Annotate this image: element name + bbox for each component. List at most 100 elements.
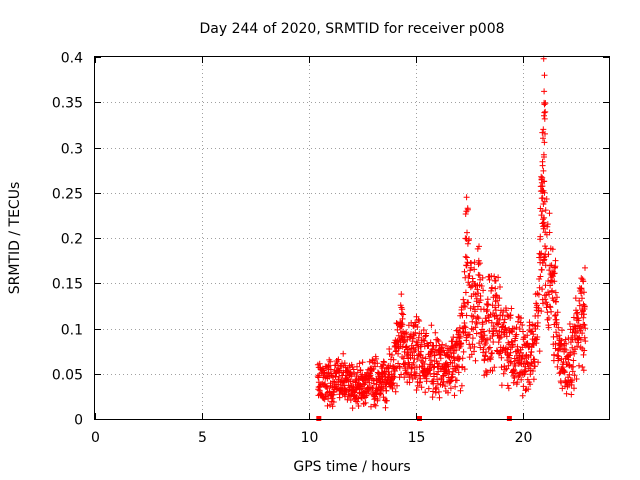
data-point-peak [541,72,548,79]
data-point [568,391,575,398]
data-point [572,295,579,302]
data-point [574,343,580,350]
data-point [509,342,516,348]
data-point [461,300,468,307]
data-point [539,286,546,293]
data-point [481,332,488,339]
data-point [472,357,479,364]
data-point [445,363,452,370]
data-point [422,355,429,362]
data-point [449,344,456,351]
data-point [501,316,508,323]
data-point [477,344,484,351]
data-point-peak [552,257,559,264]
data-point [548,308,555,315]
data-point [542,296,549,303]
data-point [462,253,469,260]
data-point [546,291,553,298]
data-point [383,387,390,394]
axis-ticks: 0 5 10 15 20 0 0.05 0.1 0.15 0.2 0.25 0.3 0.35 0.4 [52,51,609,446]
data-point [467,284,474,291]
data-point [510,366,517,373]
data-point [387,362,394,369]
data-point [414,356,421,363]
data-point [389,385,396,392]
data-point [452,383,459,390]
data-point [533,340,540,347]
data-point-peak [462,235,469,242]
data-point [504,346,511,353]
data-point [327,401,333,408]
data-point [495,302,502,309]
data-point [447,378,454,385]
data-point [406,346,413,353]
data-point [529,368,536,374]
data-point-peak [542,100,549,107]
data-point [464,240,471,247]
data-point [490,330,497,337]
data-point-peak [539,162,546,169]
data-point [463,312,470,319]
data-point [484,336,490,343]
data-point-peak [463,254,470,261]
data-point [382,404,389,411]
data-point [530,331,537,338]
data-point [579,364,586,370]
data-point [374,396,381,402]
data-point [341,360,348,367]
data-point [372,363,379,370]
data-point [325,362,332,369]
x-tick-label: 5 [198,430,207,446]
data-point [484,369,491,376]
data-point [354,363,360,370]
data-point [501,319,507,326]
data-point [496,295,503,302]
data-point-peak [551,278,558,285]
data-point [482,368,489,374]
data-point [417,375,424,382]
data-point-peak [539,208,546,215]
data-point [398,371,405,378]
data-point [580,321,587,328]
data-point [433,384,440,391]
data-point [463,262,470,269]
data-point [520,383,527,390]
data-point [507,312,514,319]
data-point [410,322,417,329]
data-point [492,285,499,292]
data-point [477,297,484,304]
data-point [425,385,432,392]
y-tick-label: 0.05 [52,368,83,384]
data-point [576,297,583,304]
data-point [553,329,560,336]
data-point [371,401,378,408]
data-point [524,340,531,347]
data-point [512,362,519,369]
data-point [479,274,486,281]
data-point [413,370,420,377]
data-point [534,319,541,326]
data-point-peak [552,263,559,270]
data-point [462,274,469,281]
data-point [482,340,489,347]
data-point [380,394,387,401]
data-point-peak [541,198,548,205]
data-point [362,399,369,406]
data-point [495,320,502,327]
data-point [538,308,545,315]
data-point [390,356,397,363]
y-tick-label: 0.2 [61,232,83,248]
data-point [473,295,480,302]
data-point [400,311,407,318]
x-tick-label: 15 [408,430,426,446]
data-point [508,305,515,312]
data-point [329,395,336,402]
data-point [451,357,458,364]
data-point [462,289,469,296]
data-point [458,382,465,389]
data-point-peak [542,229,549,236]
data-point [532,363,538,370]
data-point [412,329,419,336]
data-point [462,303,469,310]
zero-marker [417,416,422,421]
